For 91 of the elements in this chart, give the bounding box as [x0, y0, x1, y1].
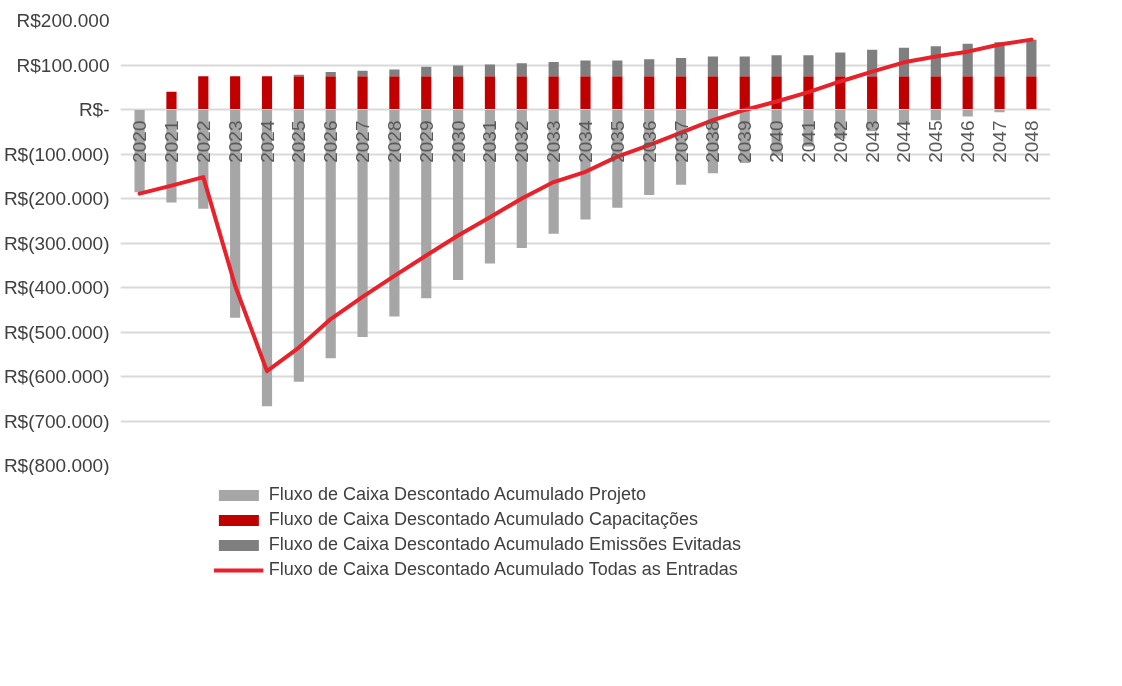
bar	[261, 76, 273, 110]
x-tick-label: 2034	[575, 120, 596, 163]
bar	[612, 76, 623, 110]
bar	[389, 109, 400, 317]
bar	[516, 63, 527, 77]
x-tick-label: 2027	[352, 120, 374, 163]
bar	[293, 76, 304, 110]
x-tick-label: 2035	[606, 120, 628, 163]
y-tick-label: R$200.000	[16, 10, 110, 31]
bar	[962, 109, 973, 117]
x-tick-label: 2029	[415, 120, 437, 163]
bar	[675, 76, 687, 110]
bar	[166, 91, 177, 110]
bar	[898, 76, 910, 110]
x-tick-label: 2038	[702, 120, 724, 163]
bar	[421, 76, 432, 110]
y-tick-label: R$(800.000)	[3, 454, 110, 476]
x-tick-label: 2022	[192, 120, 214, 163]
bar	[739, 76, 750, 110]
bar	[548, 61, 559, 77]
bar	[389, 69, 400, 77]
bar	[580, 60, 591, 77]
y-tick-label: R$100.000	[16, 54, 110, 76]
legend-label: Fluxo de Caixa Descontado Acumulado Emissões Evitadas	[268, 534, 742, 555]
y-tick-label: R$-	[78, 99, 110, 120]
bar	[867, 76, 878, 110]
x-tick-label: 2028	[383, 120, 405, 163]
legend-label: Fluxo de Caixa Descontado Acumulado Projeto	[268, 484, 647, 505]
x-tick-label: 2031	[479, 120, 501, 163]
x-tick-label: 2044	[893, 120, 915, 163]
x-tick-label: 2032	[511, 120, 533, 163]
x-tick-label: 2023	[224, 120, 246, 163]
bar	[1026, 76, 1037, 110]
x-tick-label: 2026	[320, 120, 342, 163]
bar	[325, 72, 336, 77]
x-tick-label: 2021	[160, 120, 182, 163]
bar	[644, 76, 655, 110]
bar	[230, 76, 241, 110]
bar	[357, 109, 368, 337]
legend-label: Fluxo de Caixa Descontado Acumulado Capacitações	[268, 509, 699, 530]
bar	[612, 60, 623, 77]
bar	[1026, 39, 1037, 77]
x-tick-label: 2046	[957, 120, 979, 163]
x-tick-label: 2036	[638, 120, 660, 163]
bar	[580, 76, 591, 110]
x-tick-label: 2024	[256, 120, 278, 163]
bar	[198, 76, 209, 110]
x-tick-label: 2048	[1020, 120, 1042, 163]
bar	[516, 76, 527, 110]
bar	[707, 76, 718, 110]
bar	[453, 65, 464, 77]
x-tick-label: 2033	[543, 120, 565, 163]
y-tick-label: R$(300.000)	[3, 232, 110, 254]
bar	[994, 76, 1005, 110]
x-tick-label: 2042	[829, 120, 851, 163]
bar	[421, 66, 432, 77]
x-tick-label: 2040	[766, 120, 788, 163]
bar	[453, 76, 464, 110]
x-tick-label: 2025	[288, 120, 310, 163]
bar	[484, 64, 496, 77]
legend-label: Fluxo de Caixa Descontado Acumulado Todas as Entradas	[268, 559, 738, 580]
x-tick-label: 2030	[447, 120, 469, 163]
x-tick-label: 2043	[861, 120, 883, 163]
y-tick-label: R$(700.000)	[3, 410, 110, 432]
x-tick-label: 2045	[925, 120, 947, 163]
bar	[389, 76, 400, 110]
y-tick-label: R$(600.000)	[3, 366, 110, 387]
y-tick-label: R$(200.000)	[3, 188, 110, 209]
y-tick-label: R$(100.000)	[3, 143, 110, 165]
x-tick-label: 2047	[989, 120, 1011, 163]
bar	[325, 76, 336, 110]
x-tick-label: 2039	[734, 120, 756, 163]
bar	[357, 76, 368, 110]
x-tick-label: 2020	[129, 120, 151, 163]
y-tick-label: R$(400.000)	[3, 277, 110, 298]
y-tick-label: R$(500.000)	[3, 321, 110, 343]
bar	[739, 56, 750, 77]
bar	[835, 52, 846, 77]
bar	[707, 56, 718, 77]
bar	[675, 57, 687, 77]
bar	[771, 55, 782, 77]
bar	[803, 55, 814, 77]
bar	[548, 76, 559, 110]
bar	[962, 76, 973, 110]
x-tick-label: 2037	[670, 120, 692, 163]
bar	[644, 59, 655, 77]
x-tick-label: 2041	[797, 120, 819, 163]
bar	[484, 76, 496, 110]
bar	[930, 109, 941, 121]
bar	[930, 76, 941, 110]
bar	[357, 70, 368, 77]
